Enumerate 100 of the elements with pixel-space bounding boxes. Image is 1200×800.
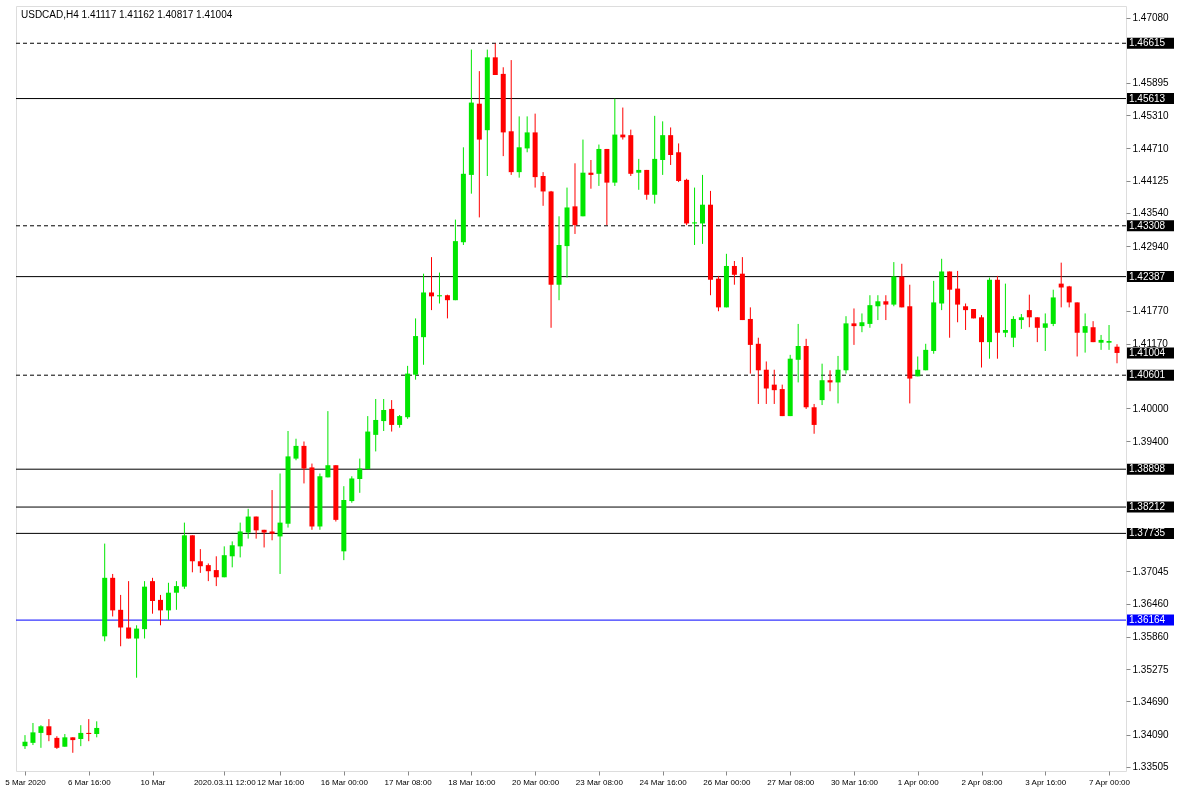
candlestick <box>492 43 498 76</box>
ref-line-label: 1.45613 <box>1129 92 1166 104</box>
candlestick <box>301 440 307 484</box>
candlestick <box>1106 324 1112 351</box>
candlestick <box>237 522 243 558</box>
ref-line-label: 1.36164 <box>1129 614 1166 626</box>
ref-line-label: 1.42387 <box>1129 270 1166 282</box>
y-tick-label: 1.44710 <box>1132 142 1170 154</box>
candlestick <box>30 722 36 746</box>
candlestick <box>835 355 841 404</box>
x-tick-label: 20 Mar 00:00 <box>512 777 560 787</box>
x-tick-label: 17 Mar 08:00 <box>384 777 433 787</box>
y-tick-label: 1.36460 <box>1132 598 1170 610</box>
ref-line-label: 1.43308 <box>1129 219 1166 231</box>
candlestick <box>22 734 28 750</box>
candlestick <box>851 307 857 346</box>
candlestick <box>588 159 594 190</box>
candlestick <box>955 270 961 323</box>
candlestick <box>325 410 331 478</box>
y-tick-label: 1.39400 <box>1132 435 1170 447</box>
candlestick <box>134 624 140 679</box>
candlestick <box>357 458 363 494</box>
x-tick-label: 12 Mar 16:00 <box>256 777 305 787</box>
y-tick-label: 1.44125 <box>1132 175 1170 187</box>
candlestick <box>221 545 227 578</box>
candlestick <box>923 343 929 371</box>
candlestick <box>1010 315 1016 348</box>
candlestick <box>373 398 379 452</box>
candlestick <box>261 529 267 548</box>
candlestick <box>875 294 881 321</box>
candlestick <box>700 174 706 245</box>
y-tick-label: 1.47080 <box>1132 12 1170 24</box>
x-tick-label: 2 Apr 08:00 <box>961 777 1004 787</box>
x-tick-label: 18 Mar 16:00 <box>448 777 496 787</box>
candlestick <box>46 718 52 742</box>
ref-line-label: 1.37735 <box>1129 527 1166 539</box>
candlestick <box>150 577 156 615</box>
x-tick-label: 30 Mar 16:00 <box>830 777 879 787</box>
x-tick-label: 1 Apr 00:00 <box>897 777 940 787</box>
x-tick-label: 27 Mar 08:00 <box>767 777 815 787</box>
candlestick <box>883 294 889 321</box>
candlestick <box>827 369 833 392</box>
candlestick <box>213 555 219 587</box>
x-tick-label: 26 Mar 00:00 <box>703 777 752 787</box>
candlestick <box>572 162 578 235</box>
y-tick-label: 1.37045 <box>1132 565 1170 577</box>
candlestick <box>636 158 642 191</box>
candlestick <box>1026 294 1032 328</box>
candlestick <box>867 294 873 329</box>
candlestick <box>947 270 953 339</box>
candlestick <box>245 508 251 540</box>
x-tick-label: 2020.03.11 12:00 <box>193 777 257 787</box>
candlestick <box>293 438 299 461</box>
candlestick <box>126 580 132 640</box>
ref-line-label: 1.38212 <box>1129 501 1166 513</box>
y-tick-label: 1.42940 <box>1132 240 1170 252</box>
y-tick-label: 1.33505 <box>1132 761 1170 773</box>
candlestick <box>811 403 817 435</box>
y-tick-label: 1.35275 <box>1132 663 1170 675</box>
x-tick-label: 7 Apr 00:00 <box>1089 777 1131 787</box>
candlestick <box>668 126 674 166</box>
candlestick <box>1114 343 1120 364</box>
y-tick-label: 1.34690 <box>1132 695 1170 707</box>
candlestick <box>197 548 203 574</box>
y-tick-label: 1.45895 <box>1132 77 1170 89</box>
candlestick <box>381 398 387 432</box>
x-tick-label: 10 Mar <box>140 777 166 787</box>
candlestick <box>540 171 546 207</box>
x-tick-label: 16 Mar 00:00 <box>320 777 369 787</box>
candlestick <box>157 594 163 626</box>
candlestick <box>1002 283 1008 338</box>
ref-line-label: 1.38898 <box>1129 463 1166 475</box>
candlestick <box>429 256 435 311</box>
x-tick-label: 6 Mar 16:00 <box>67 777 112 787</box>
candlestick <box>795 323 801 383</box>
candlestick <box>165 582 171 621</box>
y-tick-label: 1.45310 <box>1132 109 1170 121</box>
x-tick-label: 23 Mar 08:00 <box>575 777 624 787</box>
y-tick-label: 1.35860 <box>1132 631 1170 643</box>
candlestick <box>173 580 179 611</box>
y-tick-label: 1.41770 <box>1132 305 1170 317</box>
ref-line-label: 1.40601 <box>1129 369 1166 381</box>
candlestick <box>349 475 355 504</box>
y-tick-label: 1.43540 <box>1132 207 1170 219</box>
candlestick <box>389 399 395 433</box>
candlestick <box>819 363 825 406</box>
ref-line-label: 1.46615 <box>1129 37 1166 49</box>
candlestick <box>38 724 44 749</box>
candlestick <box>229 540 235 568</box>
candlestick <box>1034 316 1040 343</box>
candlestick <box>763 360 769 405</box>
candlestick <box>277 473 283 575</box>
candlestick <box>963 303 969 331</box>
y-tick-label: 1.34090 <box>1132 729 1170 741</box>
candlestick <box>118 594 124 647</box>
candlestick <box>269 489 275 541</box>
candlestick <box>1042 312 1048 352</box>
x-tick-label: 5 Mar 2020 <box>5 777 47 787</box>
candlestick <box>1082 312 1088 354</box>
candlestick <box>524 115 530 153</box>
